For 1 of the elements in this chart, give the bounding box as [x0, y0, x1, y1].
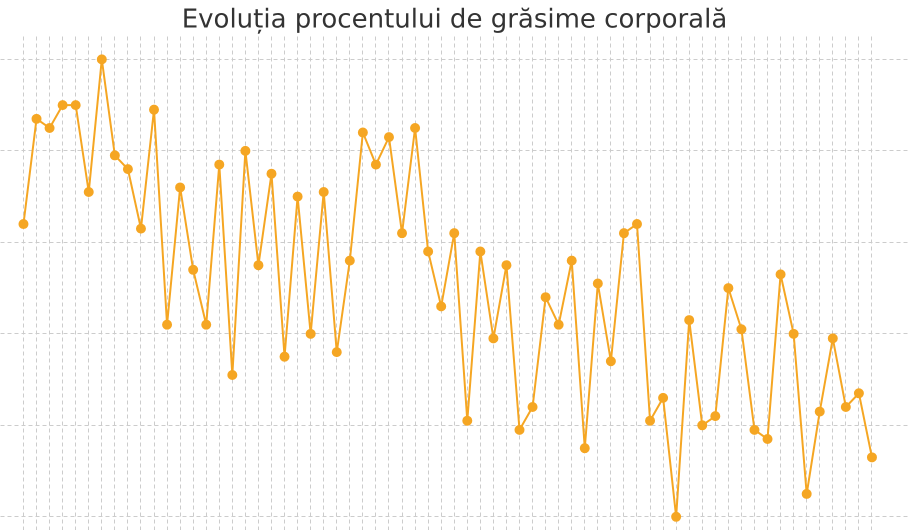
chart-title: Evoluția procentului de grăsime corporală	[182, 4, 728, 34]
